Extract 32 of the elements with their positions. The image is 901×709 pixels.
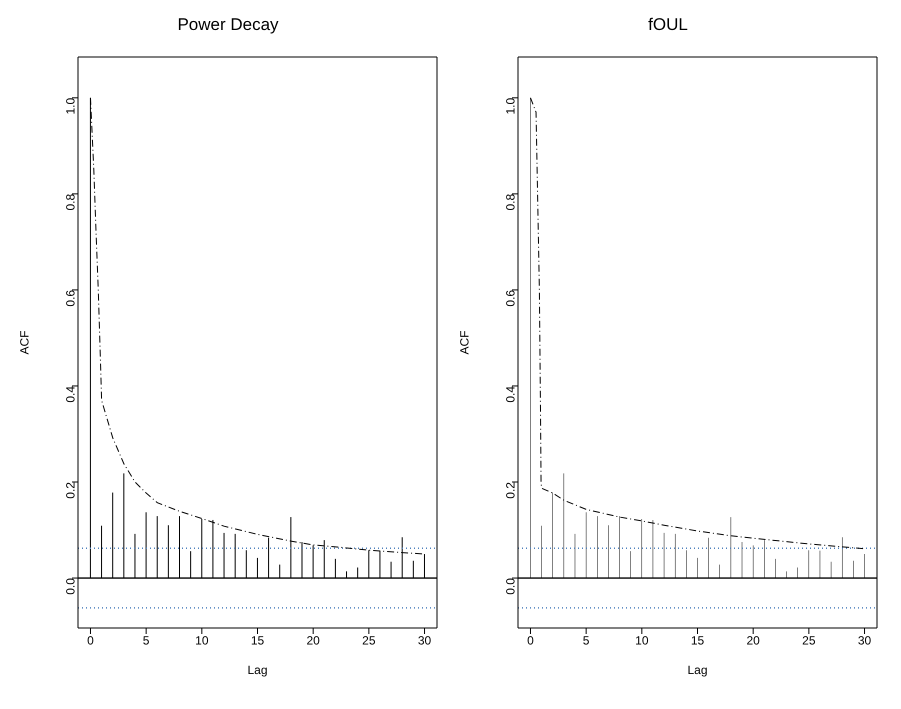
y-axis-title: ACF — [17, 330, 32, 354]
y-tick-label: 0.0 — [63, 578, 78, 595]
x-tick-label: 25 — [362, 634, 376, 648]
y-tick-label: 0.6 — [63, 290, 78, 307]
x-tick-label: 15 — [250, 634, 264, 648]
chart-title: Power Decay — [176, 14, 280, 36]
x-tick-label: 15 — [690, 634, 704, 648]
x-tick-label: 0 — [87, 634, 94, 648]
y-axis-title: ACF — [457, 330, 472, 354]
y-tick-label: 1.0 — [63, 98, 78, 115]
x-tick-label: 25 — [802, 634, 816, 648]
x-tick-label: 20 — [746, 634, 760, 648]
y-tick-label: 0.4 — [503, 386, 518, 403]
y-tick-label: 0.2 — [63, 482, 78, 499]
y-tick-label: 0.6 — [503, 290, 518, 307]
y-tick-label: 0.2 — [503, 482, 518, 499]
x-axis-title: Lag — [687, 663, 708, 677]
x-tick-label: 20 — [306, 634, 320, 648]
x-tick-label: 5 — [142, 634, 150, 648]
y-tick-label: 0.8 — [63, 194, 78, 211]
x-tick-label: 10 — [635, 634, 649, 648]
y-tick-label: 0.8 — [503, 194, 518, 211]
x-tick-label: 30 — [858, 634, 872, 648]
y-tick-label: 0.4 — [63, 386, 78, 403]
x-tick-label: 30 — [418, 634, 432, 648]
chart-title: fOUL — [647, 14, 689, 36]
x-axis-title: Lag — [247, 663, 268, 677]
x-tick-label: 0 — [527, 634, 534, 648]
x-tick-label: 5 — [582, 634, 590, 648]
y-tick-label: 1.0 — [503, 98, 518, 115]
x-tick-label: 10 — [195, 634, 209, 648]
y-tick-label: 0.0 — [503, 578, 518, 595]
